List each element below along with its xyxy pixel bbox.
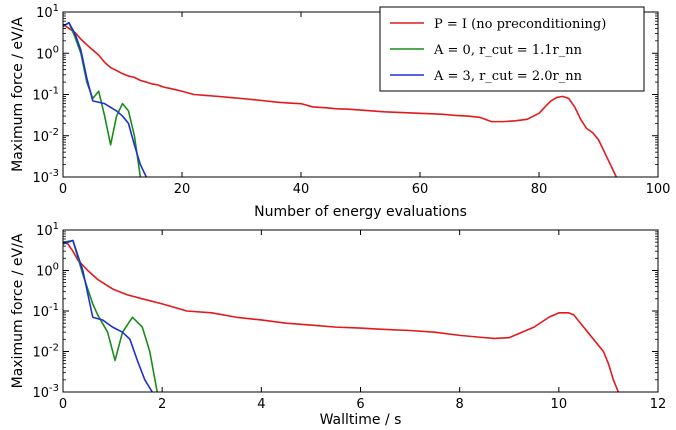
- y-tick-label: 10-3: [32, 168, 59, 186]
- x-tick-label: 80: [531, 182, 548, 197]
- y-tick-label: 101: [36, 3, 59, 21]
- y-tick-label: 10-2: [32, 343, 59, 361]
- y-axis-label: Maximum force / eV/A: [10, 233, 26, 388]
- series-line-1: [63, 23, 618, 177]
- series-line-3: [63, 21, 148, 177]
- x-axis-label: Walltime / s: [320, 412, 402, 428]
- legend-label: P = I (no preconditioning): [434, 17, 606, 32]
- x-tick-label: 10: [551, 397, 568, 412]
- y-axis-label: Maximum force / eV/A: [10, 17, 26, 172]
- x-tick-label: 4: [257, 397, 265, 412]
- legend-label: A = 3, r_cut = 2.0r_nn: [433, 69, 583, 84]
- x-tick-label: 2: [158, 397, 166, 412]
- x-tick-label: 0: [59, 182, 67, 197]
- panel-1: 0 20 40 60 80 100 101 100 10-1 10-2 10-3 Number of …: [10, 3, 670, 220]
- legend-label: A = 0, r_cut = 1.1r_nn: [433, 43, 583, 58]
- series-line-3: [63, 239, 153, 392]
- x-tick-label: 60: [412, 182, 429, 197]
- x-axis-label: Number of energy evaluations: [254, 204, 467, 220]
- panel-2: 0 2 4 6 8 10 12 101 100 10-1 10-2 10-3 Walltime / s M…: [10, 221, 666, 428]
- x-tick-label: 20: [174, 182, 191, 197]
- y-tick-label: 10-3: [32, 383, 59, 401]
- y-tick-label: 10-2: [32, 127, 59, 145]
- y-tick-label: 101: [36, 221, 59, 239]
- x-tick-label: 40: [293, 182, 310, 197]
- x-tick-label: 100: [646, 182, 671, 197]
- legend: P = I (no preconditioning) A = 0, r_cut =…: [379, 6, 645, 92]
- x-tick-label: 12: [650, 397, 667, 412]
- y-tick-label: 10-1: [32, 302, 59, 320]
- y-tick-label: 10-1: [32, 86, 59, 104]
- series-line-2: [63, 21, 142, 177]
- x-tick-label: 6: [356, 397, 364, 412]
- y-tick-label: 100: [36, 262, 59, 280]
- x-tick-label: 8: [456, 397, 464, 412]
- series-line-2: [63, 239, 158, 392]
- x-tick-label: 0: [59, 397, 67, 412]
- y-tick-label: 100: [36, 44, 59, 62]
- series-line-1: [63, 241, 620, 392]
